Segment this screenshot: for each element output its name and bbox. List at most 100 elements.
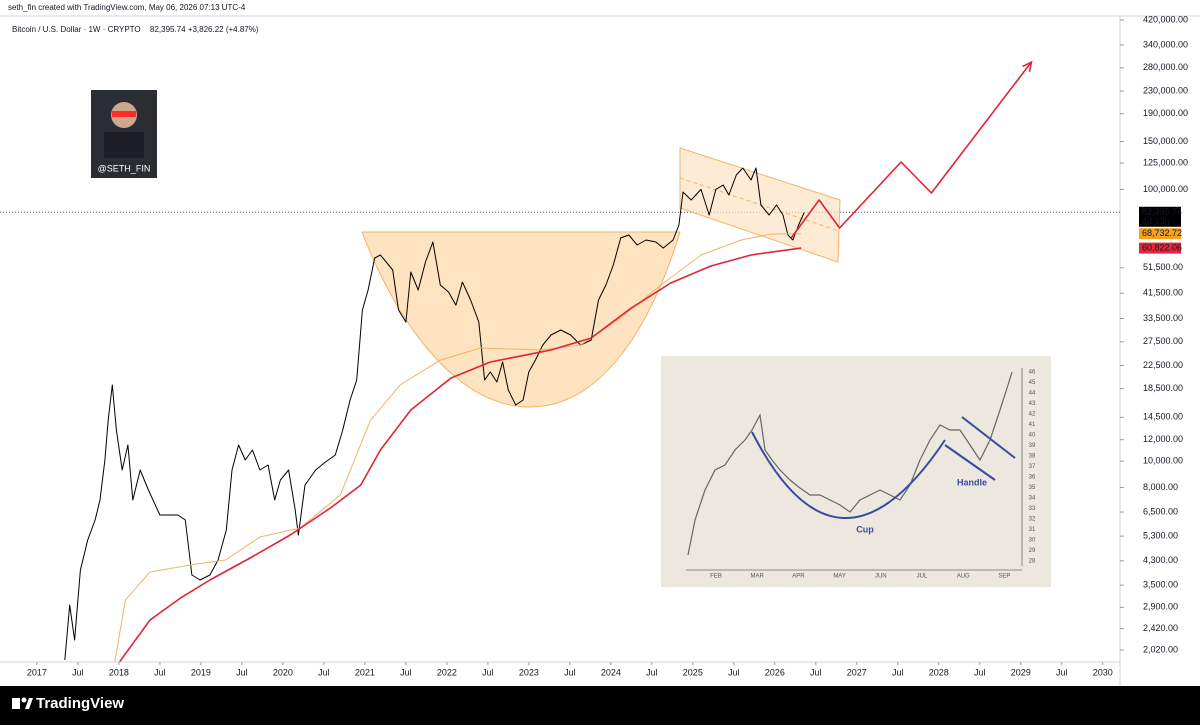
y-tick-label: 100,000.00 <box>1143 184 1188 194</box>
x-tick-label: Jul <box>482 667 494 677</box>
footer <box>0 686 1200 725</box>
inset-scale: 44 <box>1029 391 1036 397</box>
x-tick-label: 2030 <box>1093 667 1113 677</box>
price-label-box <box>1139 206 1181 227</box>
y-tick-label: 2,900.00 <box>1143 602 1178 612</box>
inset-scale: 39 <box>1029 443 1036 449</box>
x-tick-label: Jul <box>72 667 84 677</box>
price-label-box <box>1139 242 1181 254</box>
inset-month: FEB <box>710 574 722 580</box>
x-tick-label: 2019 <box>191 667 211 677</box>
y-tick-label: 22,500.00 <box>1143 360 1183 370</box>
arrow-head <box>1022 60 1033 72</box>
header: seth_fin created with TradingView.com, M… <box>8 3 246 12</box>
x-tick-label: Jul <box>646 667 658 677</box>
x-tick-label: 2026 <box>765 667 785 677</box>
x-tick-label: Jul <box>318 667 330 677</box>
avatar-eyes <box>112 111 136 117</box>
inset-scale: 37 <box>1029 464 1036 470</box>
x-tick-label: Jul <box>1056 667 1068 677</box>
inset-scale: 40 <box>1029 433 1036 439</box>
y-tick-label: 420,000.00 <box>1143 14 1188 24</box>
inset-month: SEP <box>998 574 1010 580</box>
inset-background <box>661 356 1051 587</box>
series-line <box>64 167 805 661</box>
x-tick-label: Jul <box>892 667 904 677</box>
x-tick-label: 2023 <box>519 667 539 677</box>
y-tick-label: 3,500.00 <box>1143 580 1178 590</box>
y-tick-label: 2,420.00 <box>1143 623 1178 633</box>
inset-scale: 28 <box>1029 559 1036 565</box>
y-tick-label: 230,000.00 <box>1143 85 1188 95</box>
series-line <box>119 247 802 663</box>
inset-scale: 43 <box>1029 401 1036 407</box>
price-label: 68,732.72 <box>1142 228 1182 238</box>
y-tick-label: 14,500.00 <box>1143 412 1183 422</box>
inset-month: MAR <box>751 574 765 580</box>
price-label-box <box>1139 228 1181 240</box>
logo-mark <box>21 697 27 703</box>
x-tick-label: Jul <box>400 667 412 677</box>
y-tick-label: 5,300.00 <box>1143 531 1178 541</box>
y-tick-label: 340,000.00 <box>1143 39 1188 49</box>
quote: 82,395.74 +3,826.22 (+4.87%) <box>150 25 259 34</box>
y-tick-label: 18,500.00 <box>1143 383 1183 393</box>
inset-scale: 36 <box>1029 475 1036 481</box>
price-label: 60,822.06 <box>1142 242 1182 252</box>
inset-month: MAY <box>833 574 846 580</box>
x-tick-label: 2024 <box>601 667 621 677</box>
y-tick-label: 12,000.00 <box>1143 434 1183 444</box>
inset-scale: 31 <box>1029 527 1036 533</box>
chart-title: Bitcoin / U.S. Dollar · 1W · CRYPTO <box>12 25 141 34</box>
inset-month: JUN <box>875 574 887 580</box>
inset-month: APR <box>792 574 805 580</box>
x-tick-label: 2029 <box>1011 667 1031 677</box>
series-line <box>114 233 802 662</box>
x-tick-label: Jul <box>154 667 166 677</box>
x-tick-label: 2021 <box>355 667 375 677</box>
x-tick-label: 2028 <box>929 667 949 677</box>
x-tick-label: Jul <box>810 667 822 677</box>
avatar-suit <box>104 132 144 158</box>
y-tick-label: 27,500.00 <box>1143 336 1183 346</box>
cup-shape <box>361 231 681 408</box>
inset-scale: 33 <box>1029 506 1036 512</box>
y-tick-label: 6,500.00 <box>1143 506 1178 516</box>
x-tick-label: Jul <box>974 667 986 677</box>
inset-cup-arc <box>751 431 946 519</box>
y-tick-label: 41,500.00 <box>1143 288 1183 298</box>
logo-mark <box>12 698 20 709</box>
y-tick-label: 33,500.00 <box>1143 313 1183 323</box>
price-label: 82,395.74 <box>1142 207 1182 217</box>
x-tick-label: 2020 <box>273 667 293 677</box>
countdown: 4d 13h <box>1142 217 1170 227</box>
inset-scale: 42 <box>1029 412 1036 418</box>
inset-scale: 35 <box>1029 485 1036 491</box>
inset: Cup Handle FEB MAR APR MAY JUN JUL AUG SEP 46 45 4… <box>661 356 1051 587</box>
x-tick-label: 2018 <box>109 667 129 677</box>
y-tick-label: 190,000.00 <box>1143 108 1188 118</box>
footer-brand: TradingView <box>36 695 124 712</box>
inset-month: AUG <box>957 574 970 580</box>
series-line <box>790 61 1033 239</box>
inset-scale: 32 <box>1029 517 1036 523</box>
inset-scale: 41 <box>1029 422 1036 428</box>
x-tick-label: 2022 <box>437 667 457 677</box>
inset-scale: 30 <box>1029 538 1036 544</box>
x-tick-label: Jul <box>236 667 248 677</box>
x-tick-label: Jul <box>564 667 576 677</box>
inset-month: JUL <box>917 574 928 580</box>
y-tick-label: 51,500.00 <box>1143 262 1183 272</box>
y-tick-label: 150,000.00 <box>1143 136 1188 146</box>
inset-handle-label: Handle <box>957 477 987 487</box>
x-tick-label: Jul <box>728 667 740 677</box>
y-tick-label: 125,000.00 <box>1143 157 1188 167</box>
y-tick-label: 8,000.00 <box>1143 482 1178 492</box>
x-tick-label: 2027 <box>847 667 867 677</box>
inset-cup-label: Cup <box>856 524 874 534</box>
x-tick-label: 2017 <box>27 667 47 677</box>
inset-scale: 34 <box>1029 496 1036 502</box>
badge-text: @SETH_FIN <box>98 163 151 173</box>
